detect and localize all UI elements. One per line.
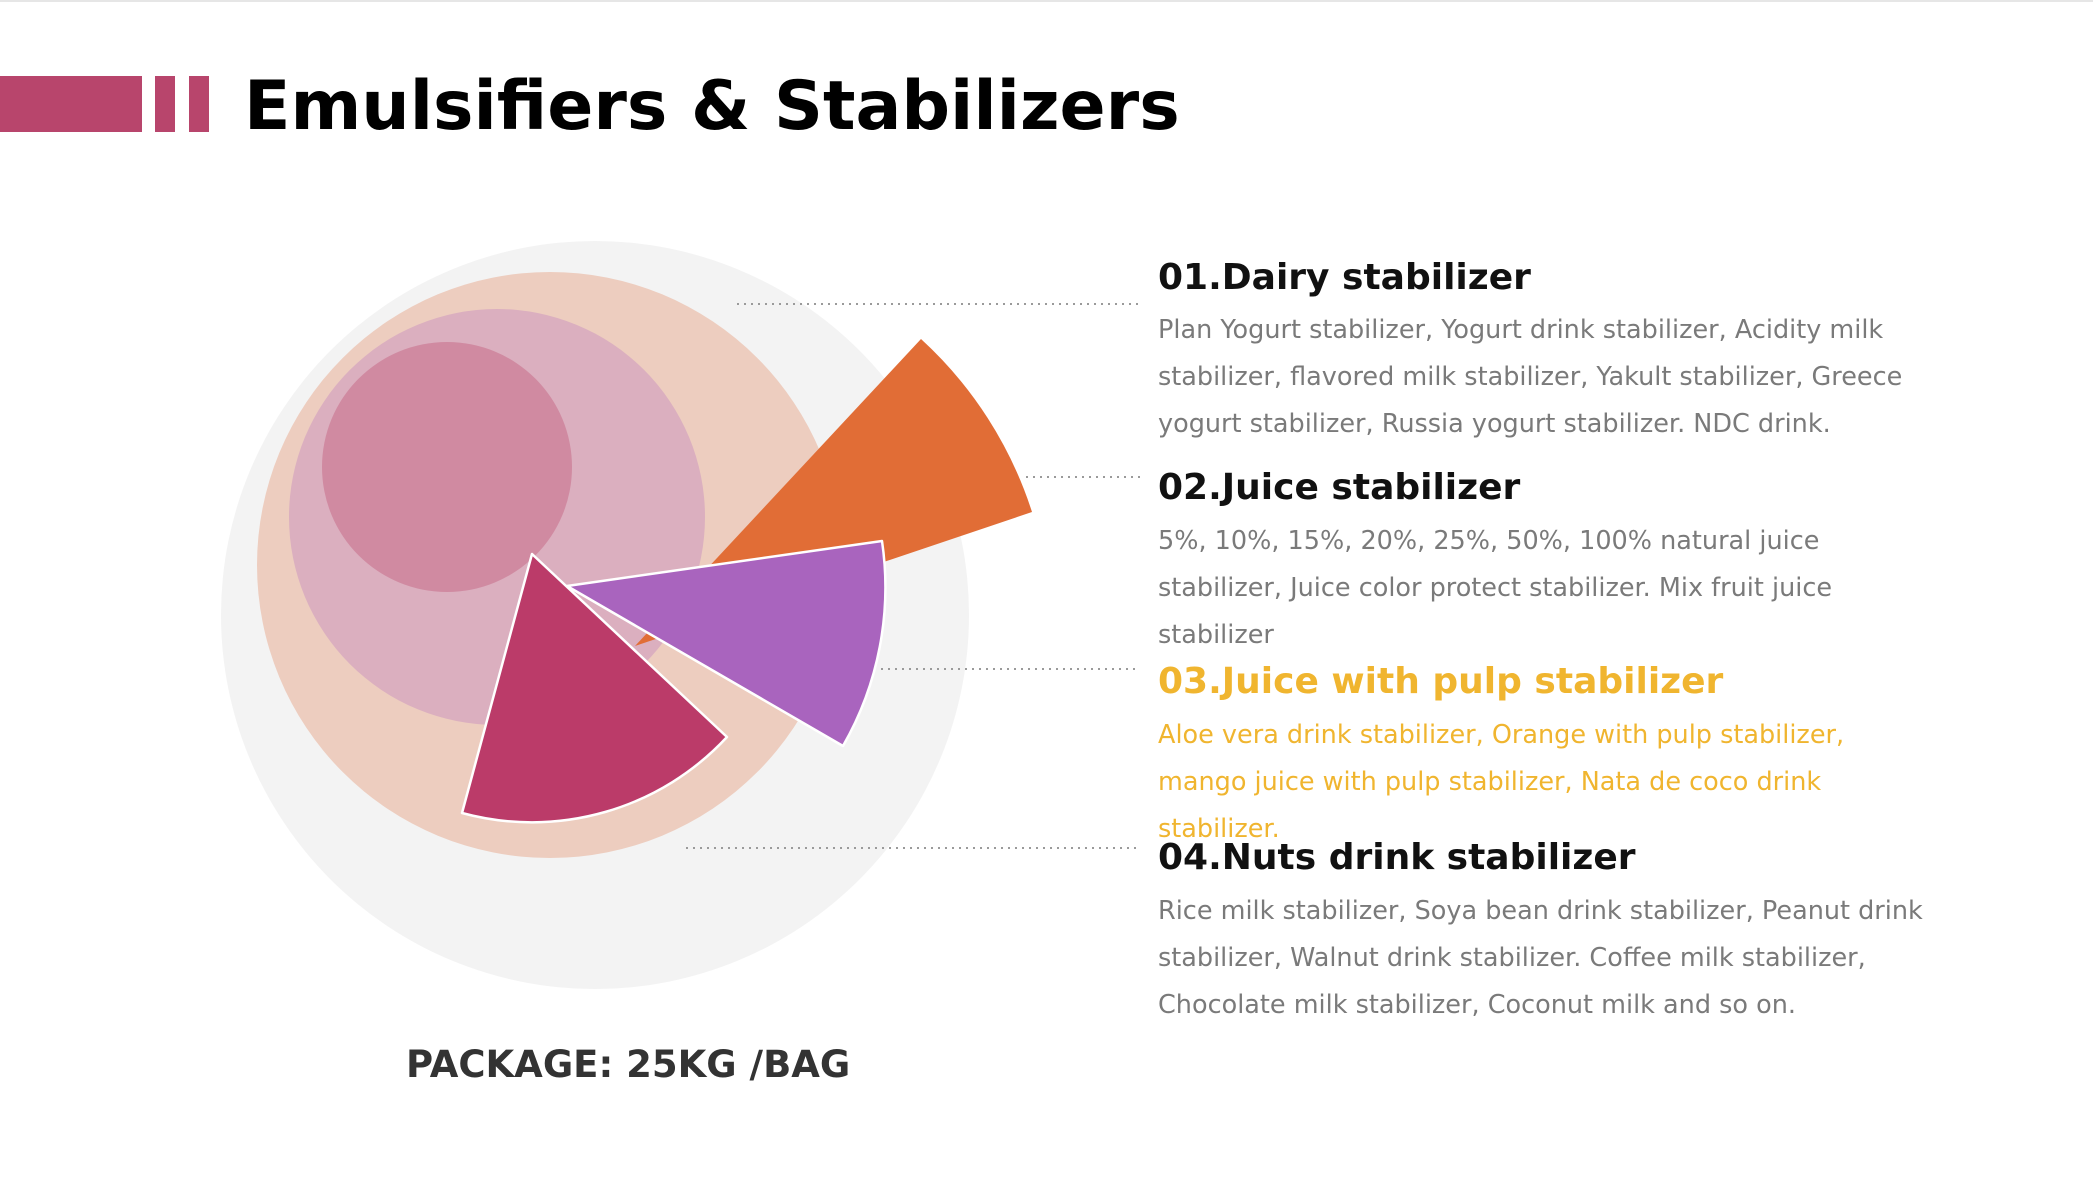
item-desc-dairy: Plan Yogurt stabilizer, Yogurt drink sta… <box>1158 315 1903 439</box>
item-title-juice: 02.Juice stabilizer <box>1158 467 1521 508</box>
item-desc-nuts: Rice milk stabilizer, Soya bean drink st… <box>1158 896 1923 1020</box>
item-title-nuts: 04.Nuts drink stabilizer <box>1158 837 1636 878</box>
item-desc-juice: 5%, 10%, 15%, 20%, 25%, 50%, 100% natura… <box>1158 526 1833 650</box>
item-desc-juice-pulp: Aloe vera drink stabilizer, Orange with … <box>1158 720 1845 844</box>
page-title: Emulsifiers & Stabilizers <box>244 67 1180 146</box>
item-title-dairy: 01.Dairy stabilizer <box>1158 257 1531 298</box>
pink-circle <box>322 342 572 592</box>
top-rule <box>0 0 2093 2</box>
title-accent-bar <box>0 76 142 132</box>
title-accent-stripe <box>155 76 175 132</box>
package-label: PACKAGE: 25KG /BAG <box>406 1043 851 1086</box>
purple-sector <box>565 539 887 748</box>
title-accent-stripe <box>189 76 209 132</box>
item-title-juice-pulp: 03.Juice with pulp stabilizer <box>1158 661 1724 702</box>
magenta-sector <box>460 552 729 824</box>
